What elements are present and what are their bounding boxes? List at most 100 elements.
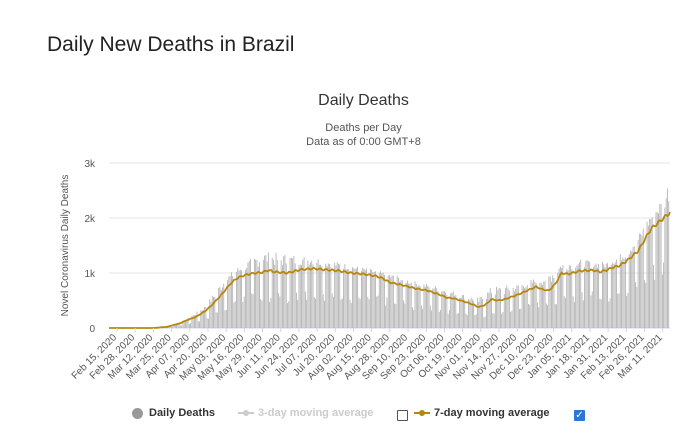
daily-deaths-bar	[484, 316, 486, 328]
daily-deaths-bar	[480, 297, 482, 328]
daily-deaths-bar	[626, 295, 628, 328]
daily-deaths-bar	[561, 268, 563, 328]
daily-deaths-bar	[599, 298, 601, 328]
daily-deaths-bar	[251, 293, 253, 328]
daily-deaths-bar	[293, 255, 295, 328]
daily-deaths-bar	[398, 277, 399, 328]
daily-deaths-bar	[667, 188, 668, 328]
y-axis-label: Novel Coronavirus Daily Deaths	[60, 175, 71, 317]
daily-deaths-bar	[441, 291, 443, 328]
daily-deaths-bar	[344, 264, 346, 328]
legend-label-daily-deaths: Daily Deaths	[149, 407, 216, 419]
daily-deaths-bar	[181, 325, 183, 328]
daily-deaths-bar	[440, 309, 441, 328]
daily-deaths-bar	[512, 288, 514, 328]
daily-deaths-bar	[515, 288, 517, 328]
daily-deaths-bar	[511, 310, 513, 328]
daily-deaths-bar	[324, 300, 325, 328]
daily-deaths-bar	[653, 264, 654, 328]
daily-deaths-bar	[301, 265, 302, 328]
daily-deaths-bar	[315, 298, 316, 328]
daily-deaths-bar	[187, 317, 189, 328]
daily-deaths-bar	[415, 283, 417, 328]
daily-deaths-bar	[206, 318, 208, 328]
daily-deaths-bar	[299, 264, 301, 328]
legend-item-3day-average[interactable]: 3-day moving average	[238, 407, 374, 419]
daily-deaths-bar	[651, 217, 653, 328]
daily-deaths-bar	[428, 287, 430, 328]
daily-deaths-bar	[642, 228, 644, 328]
daily-deaths-bar	[656, 212, 658, 328]
daily-deaths-bar	[516, 285, 518, 328]
daily-deaths-bar	[308, 264, 310, 328]
daily-deaths-bar	[548, 276, 550, 328]
daily-deaths-bar	[579, 262, 580, 328]
daily-deaths-bar	[539, 282, 541, 328]
daily-deaths-bar	[587, 261, 589, 328]
daily-deaths-bar	[182, 320, 184, 328]
daily-deaths-bar	[600, 299, 602, 328]
daily-deaths-bar	[316, 263, 318, 328]
daily-deaths-bar	[605, 263, 607, 328]
daily-deaths-bar	[372, 271, 374, 328]
daily-deaths-bar	[478, 301, 480, 328]
daily-deaths-bar	[473, 301, 475, 328]
daily-deaths-bar	[610, 264, 612, 328]
daily-deaths-bar	[191, 316, 193, 328]
page-title: Daily New Deaths in Brazil	[47, 33, 295, 56]
daily-deaths-bar	[289, 257, 291, 328]
daily-deaths-bar	[483, 317, 485, 328]
daily-deaths-bar	[313, 297, 315, 328]
daily-deaths-bar	[192, 315, 194, 328]
daily-deaths-bar	[567, 270, 569, 328]
daily-deaths-bar	[227, 280, 228, 328]
daily-deaths-bar	[355, 268, 357, 328]
daily-deaths-bar	[551, 281, 552, 328]
daily-deaths-bar	[376, 296, 378, 328]
checkbox-7day-average[interactable]: ✓	[574, 410, 585, 421]
daily-deaths-bar	[635, 282, 636, 328]
daily-deaths-bar	[186, 319, 188, 328]
daily-deaths-bar	[400, 280, 402, 328]
daily-deaths-bar	[419, 286, 421, 328]
daily-deaths-bar	[465, 313, 467, 328]
daily-deaths-bar	[306, 299, 308, 328]
daily-deaths-bar	[576, 265, 578, 328]
daily-deaths-bar	[367, 296, 369, 328]
y-tick-label: 1k	[84, 269, 96, 280]
daily-deaths-bar	[179, 325, 181, 328]
daily-deaths-bar	[542, 284, 543, 328]
daily-deaths-bar	[273, 259, 274, 328]
daily-deaths-bar	[237, 267, 239, 328]
daily-deaths-bar	[223, 283, 225, 328]
daily-deaths-bar	[317, 259, 319, 328]
daily-deaths-bar	[395, 304, 397, 328]
daily-deaths-bar	[534, 281, 536, 328]
chart-subtitle: Deaths per Day	[325, 122, 402, 134]
daily-deaths-bar	[589, 261, 591, 328]
daily-deaths-bar	[470, 297, 472, 328]
daily-deaths-bar	[456, 313, 458, 328]
daily-deaths-bar	[209, 299, 211, 328]
checkbox-3day-average[interactable]	[397, 410, 408, 421]
daily-deaths-bar	[409, 283, 411, 328]
legend-item-7day-average[interactable]: 7-day moving average	[414, 407, 550, 419]
daily-deaths-bar	[239, 269, 241, 328]
legend-label-7day-average: 7-day moving average	[434, 407, 550, 419]
daily-deaths-bar	[230, 272, 232, 328]
moving-average-7day-line	[109, 211, 671, 329]
daily-deaths-bar	[331, 293, 333, 328]
daily-deaths-bar	[238, 270, 240, 328]
daily-deaths-bar	[640, 233, 642, 328]
daily-deaths-bar	[245, 269, 246, 328]
daily-deaths-bar	[274, 264, 276, 328]
legend-item-daily-deaths[interactable]: Daily Deaths	[132, 407, 215, 419]
daily-deaths-bar	[582, 300, 584, 328]
daily-deaths-bar	[358, 297, 360, 328]
daily-deaths-bar	[211, 295, 213, 328]
daily-deaths-bar	[304, 291, 306, 328]
daily-deaths-bar	[296, 292, 297, 328]
daily-deaths-bar	[603, 264, 605, 328]
daily-deaths-bar	[668, 201, 670, 328]
daily-deaths-bar	[489, 288, 491, 328]
